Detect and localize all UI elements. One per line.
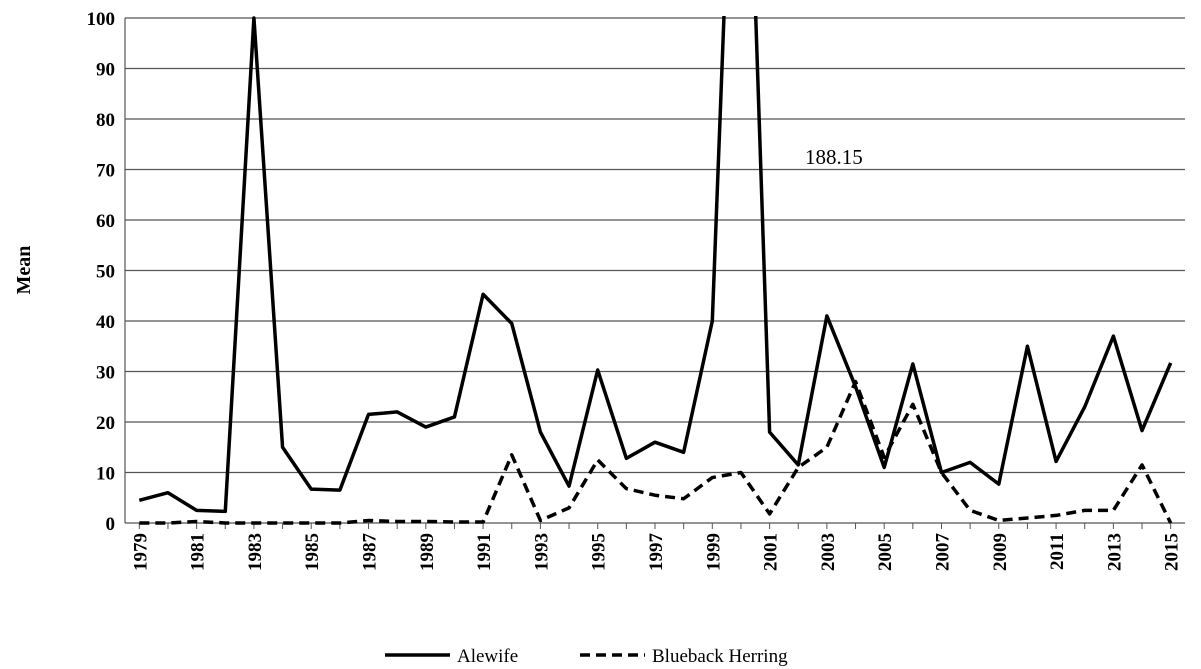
annotation: 188.15 [805,145,863,169]
x-tick-label: 1979 [130,533,151,571]
x-tick-label: 2013 [1104,533,1125,571]
x-tick-label: 1985 [302,533,323,571]
x-tick-label: 2011 [1047,533,1068,570]
legend-label: Blueback Herring [652,646,788,667]
y-tick-label: 90 [96,60,115,81]
x-tick-label: 1987 [360,533,381,572]
x-tick-label: 1989 [417,533,438,571]
x-tick-label: 2003 [818,533,839,571]
y-tick-label: 60 [96,211,115,232]
legend-label: Alewife [457,646,518,667]
x-tick-label: 2015 [1162,533,1183,571]
x-tick-label: 2007 [932,533,953,572]
y-tick-label: 70 [96,161,115,182]
y-tick-label: 100 [87,9,116,30]
plot-area [138,16,1173,525]
x-tick-label: 1981 [188,533,209,571]
x-tick-label: 1995 [589,533,610,571]
y-axis-title: Mean [13,246,35,295]
y-tick-label: 80 [96,110,115,131]
x-tick-label: 1983 [245,533,266,571]
y-tick-label: 30 [96,363,115,384]
x-tick-label: 2001 [761,533,782,571]
x-tick-label: 2009 [990,533,1011,571]
y-tick-label: 20 [96,413,115,434]
y-tick-label: 10 [96,464,115,485]
series-line [138,16,1173,514]
x-tick-label: 1991 [474,533,495,571]
y-tick-label: 40 [96,312,115,333]
x-tick-label: 2005 [875,533,896,571]
x-tick-label: 1993 [531,533,552,571]
x-tick-label: 1997 [646,533,667,572]
x-tick-label: 1999 [703,533,724,571]
y-tick-label: 50 [96,262,115,283]
series-line [139,379,1173,525]
y-tick-label: 0 [106,514,116,535]
